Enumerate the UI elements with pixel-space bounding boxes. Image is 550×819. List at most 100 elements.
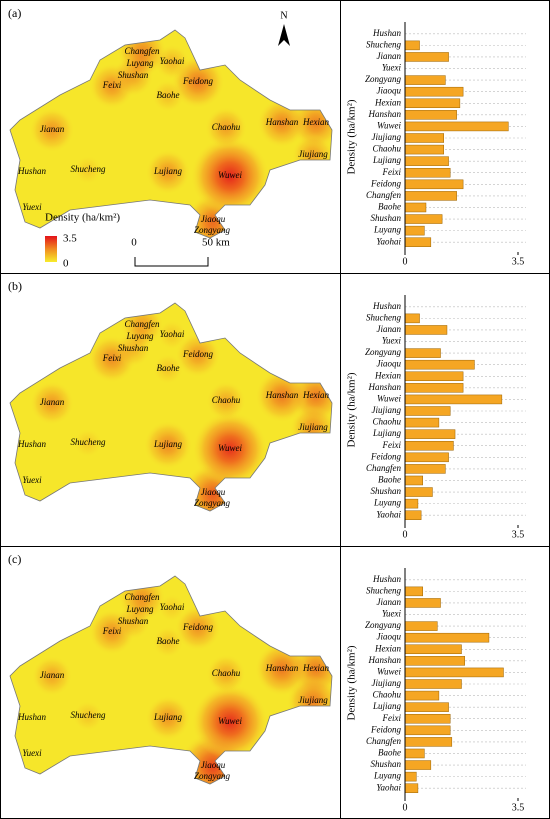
x-tick-label: 0	[403, 529, 408, 540]
x-tick-label: 3.5	[512, 529, 525, 540]
hotspot	[73, 701, 103, 731]
map-label: Baohe	[157, 636, 180, 646]
bar	[404, 371, 464, 382]
bar	[404, 202, 427, 213]
bar	[404, 167, 451, 178]
map-label: Feixi	[102, 80, 122, 90]
hotspot	[193, 412, 267, 486]
bar	[404, 510, 422, 520]
map-label: Hanshan	[265, 663, 299, 673]
hotspot	[152, 80, 184, 112]
hotspot	[205, 107, 247, 149]
hotspot	[126, 596, 154, 624]
y-tick-label: Shucheng	[366, 585, 401, 595]
bar	[404, 214, 443, 224]
bar	[404, 359, 475, 370]
map-label: Hushan	[17, 166, 47, 176]
bar	[404, 475, 424, 486]
map-label: Lujiang	[153, 439, 183, 449]
map-label: Jianan	[40, 124, 65, 134]
map-label: Feidong	[182, 76, 213, 86]
bar	[404, 156, 449, 166]
hotspot	[192, 684, 268, 760]
legend-ramp	[45, 236, 57, 262]
map-label: Feidong	[182, 622, 213, 632]
map-label: Lujiang	[153, 166, 183, 176]
y-tick-label: Feidong	[370, 178, 401, 188]
bar	[404, 487, 433, 497]
map-label: Shucheng	[71, 710, 106, 720]
map-label: Yuexi	[22, 475, 42, 485]
y-tick-label: Yaohai	[376, 782, 401, 792]
y-tick-label: Hexian	[374, 370, 401, 380]
y-tick-label: Jiaoqu	[377, 632, 402, 642]
bar	[404, 690, 440, 701]
map	[10, 30, 332, 238]
map-label: Zongyang	[194, 498, 231, 508]
bar	[404, 383, 464, 393]
map-label: Feixi	[102, 353, 122, 363]
map-label: Zongyang	[194, 225, 231, 235]
y-tick-label: Lujiang	[372, 428, 402, 438]
legend-tick: 3.5	[63, 233, 77, 245]
hotspot	[206, 381, 246, 421]
y-tick-label: Shushan	[370, 486, 401, 496]
y-tick-label: Hexian	[374, 97, 401, 107]
map-label: Lujiang	[153, 712, 183, 722]
map-label: Luyang	[126, 331, 155, 341]
bar	[404, 110, 457, 120]
y-axis-title: Density (ha/km²)	[346, 99, 358, 174]
y-tick-label: Chaohu	[372, 144, 401, 154]
y-tick-label: Luyang	[373, 498, 402, 508]
north-arrow	[278, 24, 290, 46]
bar	[404, 429, 456, 439]
y-tick-label: Jianan	[377, 51, 402, 61]
y-tick-label: Hexian	[374, 643, 401, 653]
bar	[404, 86, 464, 97]
y-tick-label: Jiaoqu	[377, 359, 402, 369]
hotspot	[144, 421, 192, 469]
bar	[404, 406, 451, 416]
map-label: Yuexi	[22, 748, 42, 758]
map-label: Shushan	[118, 70, 149, 80]
map-label: Jiujiang	[298, 695, 328, 705]
map-label: Shucheng	[71, 437, 106, 447]
bar	[404, 40, 420, 51]
map-label: Chaohu	[212, 395, 241, 405]
panel-label: (b)	[8, 279, 22, 293]
panel: (a)Hushan ShuchengJiananYuexiZongyangJiao…	[8, 0, 526, 273]
hotspot	[30, 381, 74, 425]
y-tick-label: Shucheng	[366, 39, 401, 49]
hotspot	[145, 695, 191, 741]
bar	[404, 452, 449, 463]
panel: (b)Hushan ShuchengJiananYuexiZongyangJiao…	[0, 273, 550, 546]
y-tick-label: Jiujiang	[372, 132, 402, 142]
x-tick-label: 3.5	[512, 256, 525, 267]
map	[10, 303, 332, 511]
map-label: Jiaoqu	[201, 487, 226, 497]
y-tick-label: Hanshan	[367, 382, 401, 392]
x-tick-label: 0	[403, 256, 408, 267]
hotspot	[29, 107, 75, 153]
bar	[404, 702, 449, 712]
map-label: Hushan	[17, 439, 47, 449]
y-tick-label: Shucheng	[366, 312, 401, 322]
map-label: Jiujiang	[298, 149, 328, 159]
bar	[404, 98, 461, 109]
bar	[404, 598, 441, 608]
x-tick-label: 0	[403, 802, 408, 813]
bar	[404, 586, 424, 597]
y-tick-label: Baohe	[378, 475, 401, 485]
bar	[404, 417, 440, 428]
x-tick-label: 3.5	[512, 802, 525, 813]
y-tick-label: Baohe	[378, 202, 401, 212]
bar	[404, 725, 451, 736]
y-tick-label: Wuwei	[377, 393, 401, 403]
bar	[404, 237, 432, 247]
legend-title: Density (ha/km²)	[45, 212, 120, 224]
y-tick-label: Zongyang	[365, 347, 402, 357]
y-tick-label: Shushan	[370, 213, 401, 223]
panel-label: (c)	[8, 552, 21, 566]
y-tick-label: Hushan	[372, 301, 402, 311]
hotspot	[157, 320, 187, 350]
